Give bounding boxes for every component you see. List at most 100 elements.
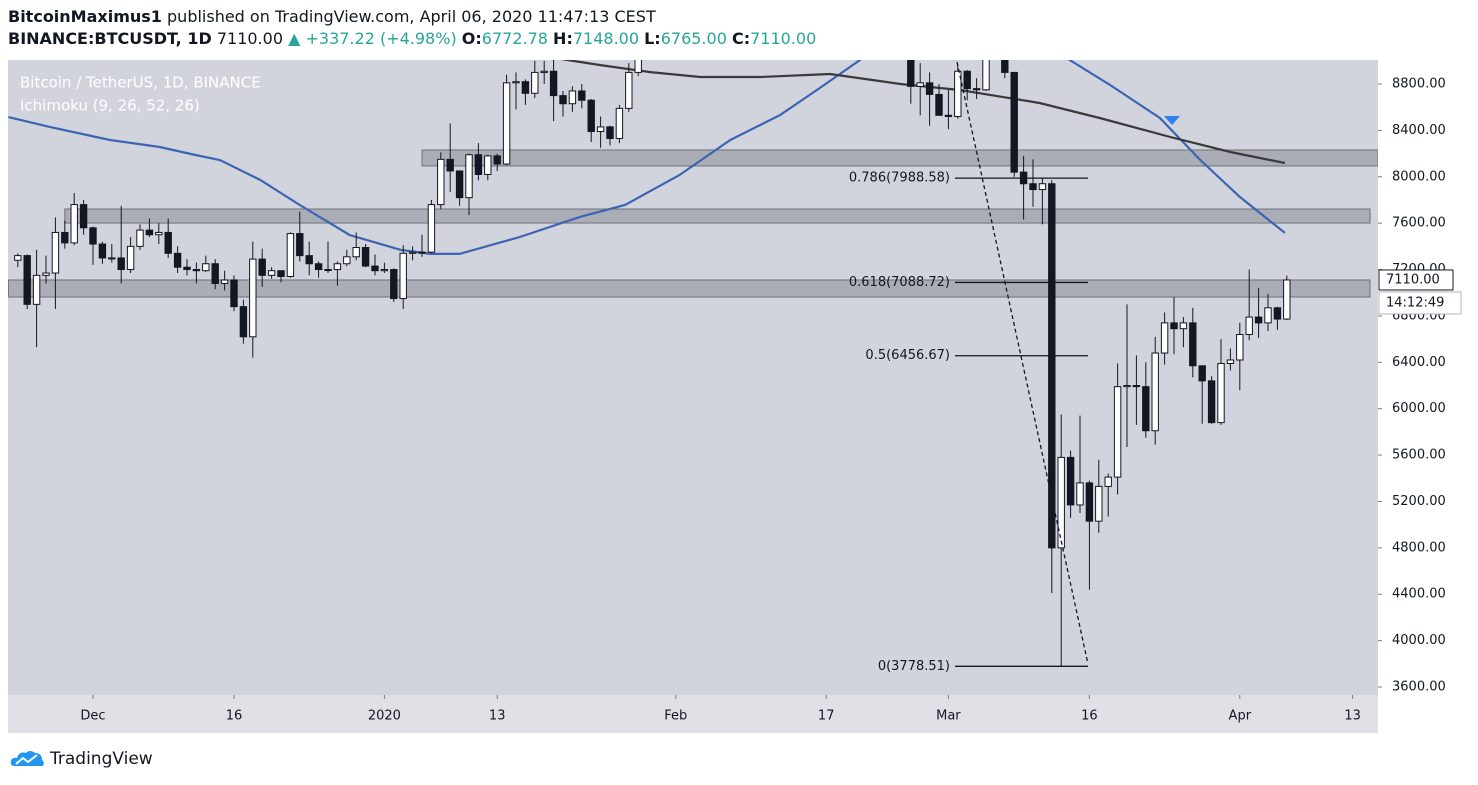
y-tick-label: 4400.00: [1392, 587, 1446, 602]
candle-body: [173, 252, 182, 268]
o-value: 6772.78: [481, 29, 548, 48]
candle-body: [521, 81, 530, 94]
y-tick-label: 8000.00: [1392, 169, 1446, 184]
candle-body: [1217, 362, 1225, 424]
plot: [8, 0, 1378, 667]
candle-body: [1066, 456, 1075, 506]
candle-body: [1264, 307, 1272, 324]
logo-icon: [10, 751, 44, 766]
y-tick-label: 3600.00: [1392, 679, 1446, 694]
candle-body: [192, 269, 201, 272]
candle-body: [1057, 456, 1065, 549]
published: published on TradingView.com, April 06, …: [167, 7, 656, 26]
candle-body: [673, 17, 679, 20]
zone: [8, 279, 1371, 298]
candle-body: [1198, 365, 1206, 382]
x-tick-label: Apr: [1229, 709, 1252, 724]
c-label: C:: [731, 29, 751, 48]
candle-body: [963, 70, 971, 90]
candle-body: [1170, 322, 1178, 330]
x-tick-label: Mar: [936, 709, 961, 724]
x-tick-label: 2020: [368, 709, 401, 724]
h-label: H:: [553, 29, 573, 48]
candle-body: [1179, 322, 1188, 330]
candle-body: [61, 231, 69, 244]
candle-body: [126, 245, 135, 271]
symbol: BINANCE:BTCUSDT, 1D: [8, 29, 212, 48]
candle-body: [23, 255, 31, 305]
price: 7110.00: [216, 29, 283, 48]
candle-body: [1226, 359, 1235, 364]
candle-body: [343, 256, 351, 265]
countdown-box: [1378, 291, 1462, 315]
x-tick-label: 13: [489, 709, 506, 724]
candle-body: [972, 88, 981, 91]
chart: Bitcoin / TetherUS, 1D, BINANCE Ichimoku…: [8, 0, 1462, 733]
y-tick-label: 8400.00: [1392, 123, 1446, 138]
candle-body: [691, 21, 697, 27]
candle-body: [164, 231, 172, 254]
fib-label: 0.618(7088.72): [849, 275, 950, 290]
candle-body: [596, 126, 605, 133]
x-tick-label: 16: [1081, 709, 1098, 724]
fib-label: 0(3778.51): [878, 659, 950, 674]
candle-body: [935, 93, 943, 116]
candle-body: [117, 257, 125, 271]
candle-body: [42, 272, 50, 276]
l-label: L:: [644, 29, 661, 48]
candle-body: [615, 107, 624, 140]
chart-title: Bitcoin / TetherUS, 1D, BINANCE: [20, 74, 261, 92]
candle-body: [14, 255, 22, 261]
y-tick-label: 6400.00: [1392, 355, 1446, 370]
candle-body: [427, 204, 436, 253]
candle-body: [455, 170, 464, 199]
candle-body: [606, 126, 614, 140]
candle-body: [578, 90, 586, 101]
candle-body: [408, 251, 417, 254]
candle-body: [183, 266, 191, 271]
zone: [64, 208, 1371, 224]
candle-body: [98, 243, 107, 259]
author: BitcoinMaximus1: [8, 7, 162, 26]
candle-body: [1048, 183, 1056, 549]
candle-body: [1160, 322, 1169, 354]
candle-body: [286, 233, 295, 277]
candle-body: [568, 90, 577, 105]
y-tick-label: 7600.00: [1392, 216, 1446, 231]
last-price: 7110.00: [1386, 272, 1440, 287]
candle-body: [898, 0, 904, 24]
candle-body: [502, 82, 511, 165]
candle-body: [474, 154, 483, 175]
l-value: 6765.00: [660, 29, 727, 48]
marker-triangle: [1164, 116, 1180, 125]
c-value: 7110.00: [750, 29, 817, 48]
candle-body: [371, 265, 379, 272]
candle-body: [70, 204, 78, 244]
candle-body: [982, 60, 990, 91]
last-price-box: [1378, 269, 1454, 291]
fib-label: 0.5(6456.67): [865, 348, 950, 363]
candle-body: [296, 233, 304, 257]
candle-body: [587, 99, 595, 133]
x-tick-label: Dec: [80, 709, 105, 724]
candle-body: [1245, 316, 1253, 335]
candle-body: [399, 252, 407, 300]
x-tick-label: Feb: [664, 709, 687, 724]
candle-body: [324, 269, 332, 272]
countdown: 14:12:49: [1386, 295, 1444, 310]
candle-body: [484, 155, 492, 175]
indicator-label: Ichimoku (9, 26, 52, 26): [20, 97, 200, 115]
candle-body: [418, 251, 426, 254]
candle-body: [916, 82, 924, 87]
candle-body: [211, 263, 219, 284]
candle-body: [663, 2, 669, 21]
h-value: 7148.00: [572, 29, 640, 48]
candle-body: [1095, 485, 1103, 522]
y-tick-label: 6000.00: [1392, 401, 1446, 416]
candle-body: [644, 17, 650, 26]
candle-body: [954, 70, 962, 117]
candle-body: [1085, 482, 1094, 522]
candle-body: [992, 43, 998, 52]
candle-body: [380, 269, 389, 272]
